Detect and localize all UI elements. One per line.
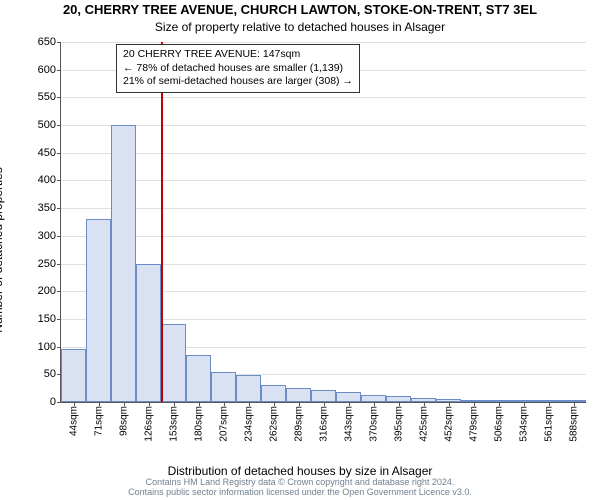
y-tick-label: 250: [38, 258, 56, 270]
grid-line: [61, 236, 586, 237]
y-tick-label: 300: [38, 230, 56, 242]
y-axis-label: Number of detached properties: [0, 167, 5, 332]
x-tick-label: 71sqm: [93, 406, 104, 436]
y-tick-mark: [57, 291, 61, 292]
x-tick-label: 343sqm: [343, 406, 354, 442]
chart-title-sub: Size of property relative to detached ho…: [0, 20, 600, 34]
x-tick-label: 289sqm: [293, 406, 304, 442]
callout-line-1: 20 CHERRY TREE AVENUE: 147sqm: [123, 48, 353, 62]
y-tick-mark: [57, 153, 61, 154]
y-tick-label: 450: [38, 147, 56, 159]
x-tick-label: 207sqm: [218, 406, 229, 442]
histogram-bar: [261, 385, 286, 402]
y-tick-mark: [57, 402, 61, 403]
y-tick-mark: [57, 236, 61, 237]
y-tick-label: 400: [38, 174, 56, 186]
footer-attribution: Contains HM Land Registry data © Crown c…: [0, 478, 600, 498]
y-tick-label: 650: [38, 36, 56, 48]
histogram-bar: [61, 349, 86, 402]
y-tick-label: 150: [38, 313, 56, 325]
y-tick-label: 350: [38, 202, 56, 214]
y-tick-mark: [57, 208, 61, 209]
callout-box: 20 CHERRY TREE AVENUE: 147sqm ← 78% of d…: [116, 44, 360, 93]
y-tick-mark: [57, 319, 61, 320]
y-tick-label: 50: [44, 368, 56, 380]
reference-line: [161, 42, 163, 402]
histogram-bar: [311, 390, 336, 402]
x-tick-label: 234sqm: [243, 406, 254, 442]
x-tick-label: 425sqm: [418, 406, 429, 442]
grid-line: [61, 97, 586, 98]
grid-line: [61, 153, 586, 154]
y-tick-label: 200: [38, 285, 56, 297]
histogram-bar: [136, 264, 161, 402]
chart-title-main: 20, CHERRY TREE AVENUE, CHURCH LAWTON, S…: [0, 2, 600, 17]
x-tick-label: 98sqm: [118, 406, 129, 436]
histogram-bar: [361, 395, 386, 402]
callout-line-3: 21% of semi-detached houses are larger (…: [123, 75, 353, 89]
x-tick-label: 180sqm: [193, 406, 204, 442]
y-tick-mark: [57, 70, 61, 71]
histogram-bar: [286, 388, 311, 402]
histogram-bar: [186, 355, 211, 402]
y-tick-label: 600: [38, 64, 56, 76]
y-tick-label: 0: [50, 396, 56, 408]
y-tick-label: 100: [38, 341, 56, 353]
x-tick-label: 561sqm: [543, 406, 554, 442]
x-tick-label: 452sqm: [443, 406, 454, 442]
x-tick-label: 44sqm: [68, 406, 79, 436]
y-tick-mark: [57, 125, 61, 126]
y-tick-mark: [57, 264, 61, 265]
chart-container: 20, CHERRY TREE AVENUE, CHURCH LAWTON, S…: [0, 0, 600, 500]
x-tick-label: 395sqm: [393, 406, 404, 442]
x-tick-label: 126sqm: [143, 406, 154, 442]
y-tick-mark: [57, 347, 61, 348]
y-tick-mark: [57, 42, 61, 43]
histogram-bar: [236, 375, 261, 402]
histogram-bar: [336, 392, 361, 402]
callout-line-2: ← 78% of detached houses are smaller (1,…: [123, 62, 353, 76]
histogram-bar: [86, 219, 111, 402]
grid-line: [61, 208, 586, 209]
y-tick-label: 500: [38, 119, 56, 131]
histogram-bar: [211, 372, 236, 402]
x-tick-label: 370sqm: [368, 406, 379, 442]
x-tick-label: 588sqm: [568, 406, 579, 442]
footer-line-2: Contains public sector information licen…: [0, 488, 600, 498]
x-tick-label: 153sqm: [168, 406, 179, 442]
x-tick-label: 316sqm: [318, 406, 329, 442]
x-axis-label: Distribution of detached houses by size …: [0, 464, 600, 478]
histogram-bar: [161, 324, 186, 402]
grid-line: [61, 42, 586, 43]
x-tick-label: 534sqm: [518, 406, 529, 442]
x-tick-label: 262sqm: [268, 406, 279, 442]
grid-line: [61, 180, 586, 181]
plot-area: 0501001502002503003504004505005506006504…: [60, 42, 586, 403]
y-tick-mark: [57, 97, 61, 98]
y-tick-label: 550: [38, 91, 56, 103]
histogram-bar: [111, 125, 136, 402]
grid-line: [61, 125, 586, 126]
x-tick-label: 506sqm: [493, 406, 504, 442]
x-tick-label: 479sqm: [468, 406, 479, 442]
y-tick-mark: [57, 180, 61, 181]
